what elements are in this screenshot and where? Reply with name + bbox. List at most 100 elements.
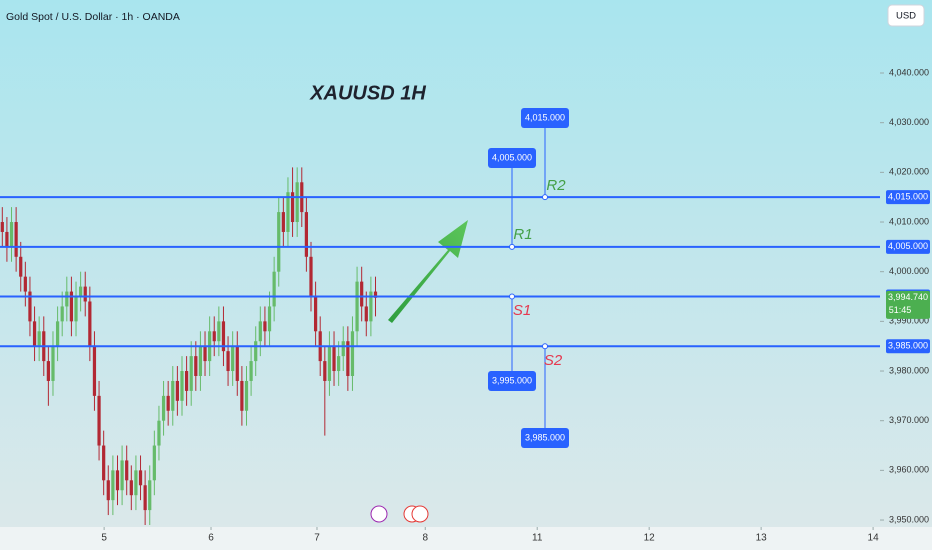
candle-body <box>125 460 129 481</box>
candle-body <box>226 351 230 372</box>
candle-body <box>175 380 179 401</box>
candle-body <box>263 321 267 332</box>
callout-label: 4,005.000 <box>492 152 532 162</box>
candle-body <box>129 480 133 496</box>
symbol-title: Gold Spot / U.S. Dollar · 1h · OANDA <box>6 11 180 23</box>
countdown: 51:45 <box>889 305 912 315</box>
currency-button[interactable] <box>887 4 925 27</box>
candle-body <box>143 485 147 511</box>
candle-body <box>258 321 262 342</box>
candle-body <box>337 356 341 372</box>
candle-body <box>106 480 110 501</box>
time-axis-bg <box>0 527 932 550</box>
level-axis-box <box>886 190 930 205</box>
y-tick-label: 3,990.000 <box>889 316 929 326</box>
level-axis-label: 4,015.000 <box>888 192 928 202</box>
candle-body <box>166 395 170 411</box>
y-tick-label: 3,950.000 <box>889 514 929 524</box>
candle-body <box>244 380 249 411</box>
x-tick-label: 6 <box>208 533 214 544</box>
candle-body <box>69 291 74 322</box>
candle-body <box>267 306 272 332</box>
candle-body <box>60 306 64 322</box>
candle-body <box>189 356 193 391</box>
x-tick-label: 8 <box>422 533 428 544</box>
y-tick-label: 4,040.000 <box>889 67 929 77</box>
current-price-label: 3,994.740 <box>888 292 928 302</box>
candle-body <box>254 341 258 362</box>
candle-body <box>115 470 120 491</box>
candle-body <box>138 470 143 486</box>
y-tick-label: 4,000.000 <box>889 266 929 276</box>
candle-body <box>364 306 368 322</box>
candle-body <box>217 321 221 342</box>
callout-point <box>509 293 515 300</box>
callout-label: 4,015.000 <box>525 112 565 122</box>
callout-point <box>509 243 515 250</box>
callout-box <box>488 148 536 168</box>
candle-body <box>272 271 276 307</box>
candle-body <box>180 371 184 401</box>
level-name: R1 <box>513 226 532 243</box>
x-tick-label: 7 <box>314 533 320 544</box>
candle-body <box>346 341 350 376</box>
candle-body <box>281 212 285 232</box>
callout-point <box>542 343 548 350</box>
candle-body <box>313 296 318 332</box>
level-axis-label: 4,005.000 <box>888 241 928 251</box>
candle-body <box>369 291 373 322</box>
callout-box <box>521 428 569 448</box>
candle-body <box>51 346 55 381</box>
level-axis-box <box>886 239 930 254</box>
candle-body <box>327 346 332 381</box>
candle-body <box>148 480 152 511</box>
chart-title: XAUUSD 1H <box>309 82 426 104</box>
candle-body <box>79 286 83 297</box>
x-tick-label: 13 <box>756 533 768 544</box>
candle-body <box>249 361 253 381</box>
candle-body <box>65 291 69 307</box>
candle-body <box>97 395 101 446</box>
candle-body <box>32 321 37 347</box>
x-tick-label: 12 <box>644 533 656 544</box>
candle-body <box>102 445 106 481</box>
candle-body <box>203 346 207 362</box>
level-name: S1 <box>513 302 531 319</box>
event-icon <box>411 505 429 523</box>
candle-body <box>55 321 60 347</box>
callout-label: 3,985.000 <box>525 432 565 442</box>
candle-body <box>14 222 18 257</box>
candle-body <box>28 291 32 322</box>
candle-body <box>360 281 364 307</box>
y-tick-label: 3,980.000 <box>889 365 929 375</box>
callout-box <box>521 108 569 128</box>
candle-body <box>290 192 295 223</box>
candle-body <box>5 231 9 247</box>
candle-body <box>235 346 239 381</box>
candle-body <box>157 420 161 446</box>
y-tick-label: 4,010.000 <box>889 216 929 226</box>
candle-body <box>111 470 115 501</box>
current-price-box <box>886 290 930 319</box>
candle-body <box>37 331 41 347</box>
candle-body <box>350 331 355 376</box>
candle-body <box>212 331 216 342</box>
candle-body <box>277 212 281 272</box>
candle-body <box>161 395 166 421</box>
callout-box <box>488 371 536 391</box>
candle-body <box>171 380 175 411</box>
candle-body <box>194 356 198 376</box>
y-tick-label: 3,970.000 <box>889 415 929 425</box>
candle-body <box>332 346 336 372</box>
y-tick-label: 4,030.000 <box>889 117 929 127</box>
candle-body <box>83 286 87 302</box>
candle-body <box>295 182 299 223</box>
candle-body <box>0 222 4 232</box>
currency[interactable]: USD <box>896 11 916 22</box>
event-icon <box>370 505 388 523</box>
candle-body <box>240 380 244 411</box>
candle-body <box>134 470 138 496</box>
